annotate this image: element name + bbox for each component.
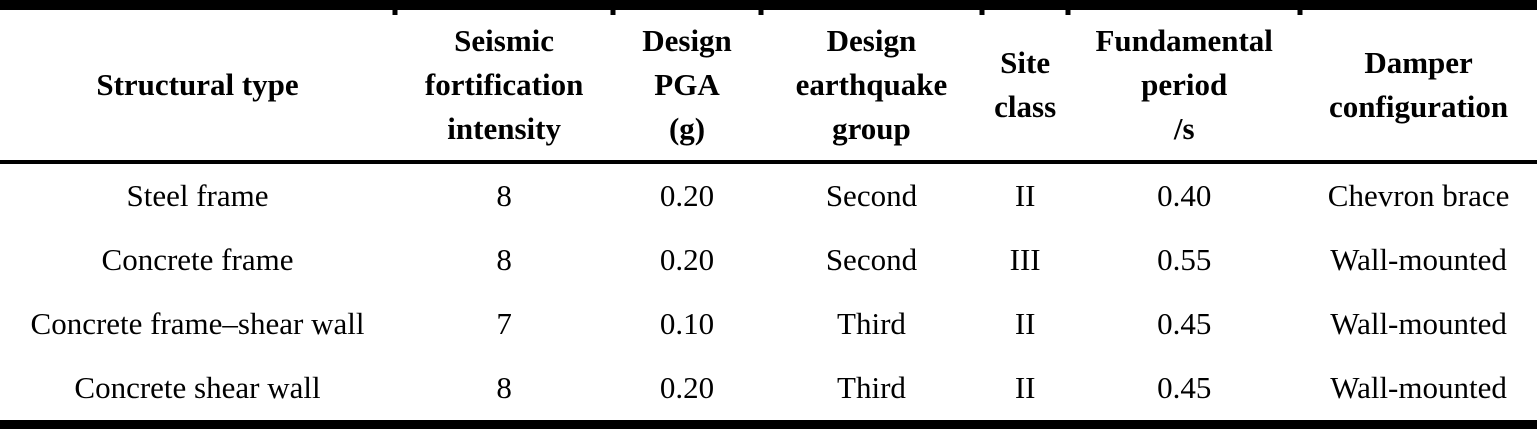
cell-fundamental-period: 0.55	[1157, 242, 1212, 277]
table-row: Concrete frame 8 0.20 Second III 0.55 Wa…	[0, 228, 1537, 292]
cell-structural-type: Concrete frame–shear wall	[30, 306, 365, 341]
cell-design-pga: 0.10	[659, 306, 715, 341]
col-header-design-pga: Design PGA (g)	[642, 23, 732, 146]
cell-earthquake-group: Second	[825, 242, 918, 277]
cell-damper-configuration: Wall-mounted	[1330, 306, 1507, 341]
cell-earthquake-group: Third	[837, 370, 906, 405]
cell-design-pga: 0.20	[659, 242, 715, 277]
table-header-row: Structural type Seismic fortification in…	[0, 10, 1537, 160]
cell-fortification-intensity: 8	[496, 178, 512, 213]
cell-site-class: II	[1014, 306, 1036, 341]
col-header-design-earthquake-group: Design earthquake group	[795, 23, 948, 146]
cell-design-pga: 0.20	[659, 370, 715, 405]
col-header-seismic-fortification-intensity: Seismic fortification intensity	[424, 23, 584, 146]
cell-structural-type: Concrete frame	[101, 242, 294, 277]
cell-site-class: II	[1014, 178, 1036, 213]
column-boundary-tick	[1297, 10, 1303, 15]
table-bottom-rule	[0, 420, 1537, 429]
cell-structural-type: Concrete shear wall	[74, 370, 321, 405]
cell-fundamental-period: 0.40	[1157, 178, 1212, 213]
table-row: Concrete frame–shear wall 7 0.10 Third I…	[0, 292, 1537, 356]
col-header-structural-type: Structural type	[96, 67, 299, 102]
table-header-separator-rule	[0, 160, 1537, 164]
cell-earthquake-group: Second	[825, 178, 918, 213]
cell-fortification-intensity: 7	[496, 306, 512, 341]
column-boundary-tick	[758, 10, 764, 15]
table-row: Concrete shear wall 8 0.20 Third II 0.45…	[0, 356, 1537, 420]
cell-damper-configuration: Chevron brace	[1327, 178, 1510, 213]
table-row: Steel frame 8 0.20 Second II 0.40 Chevro…	[0, 164, 1537, 228]
column-boundary-tick	[1065, 10, 1071, 15]
col-header-damper-configuration: Damper configuration	[1329, 45, 1509, 124]
cell-design-pga: 0.20	[659, 178, 715, 213]
column-boundary-tick	[979, 10, 985, 15]
cell-fortification-intensity: 8	[496, 242, 512, 277]
table-top-rule	[0, 0, 1537, 10]
col-header-fundamental-period: Fundamental period /s	[1095, 23, 1273, 146]
cell-fundamental-period: 0.45	[1157, 306, 1212, 341]
cell-damper-configuration: Wall-mounted	[1330, 242, 1507, 277]
cell-earthquake-group: Third	[837, 306, 906, 341]
table-body: Steel frame 8 0.20 Second II 0.40 Chevro…	[0, 164, 1537, 420]
col-header-site-class: Site class	[994, 45, 1057, 124]
cell-damper-configuration: Wall-mounted	[1330, 370, 1507, 405]
cell-structural-type: Steel frame	[126, 178, 269, 213]
cell-fundamental-period: 0.45	[1157, 370, 1212, 405]
column-boundary-tick	[610, 10, 616, 15]
cell-site-class: III	[1009, 242, 1041, 277]
cell-fortification-intensity: 8	[496, 370, 512, 405]
cell-site-class: II	[1014, 370, 1036, 405]
column-boundary-tick	[392, 10, 398, 15]
